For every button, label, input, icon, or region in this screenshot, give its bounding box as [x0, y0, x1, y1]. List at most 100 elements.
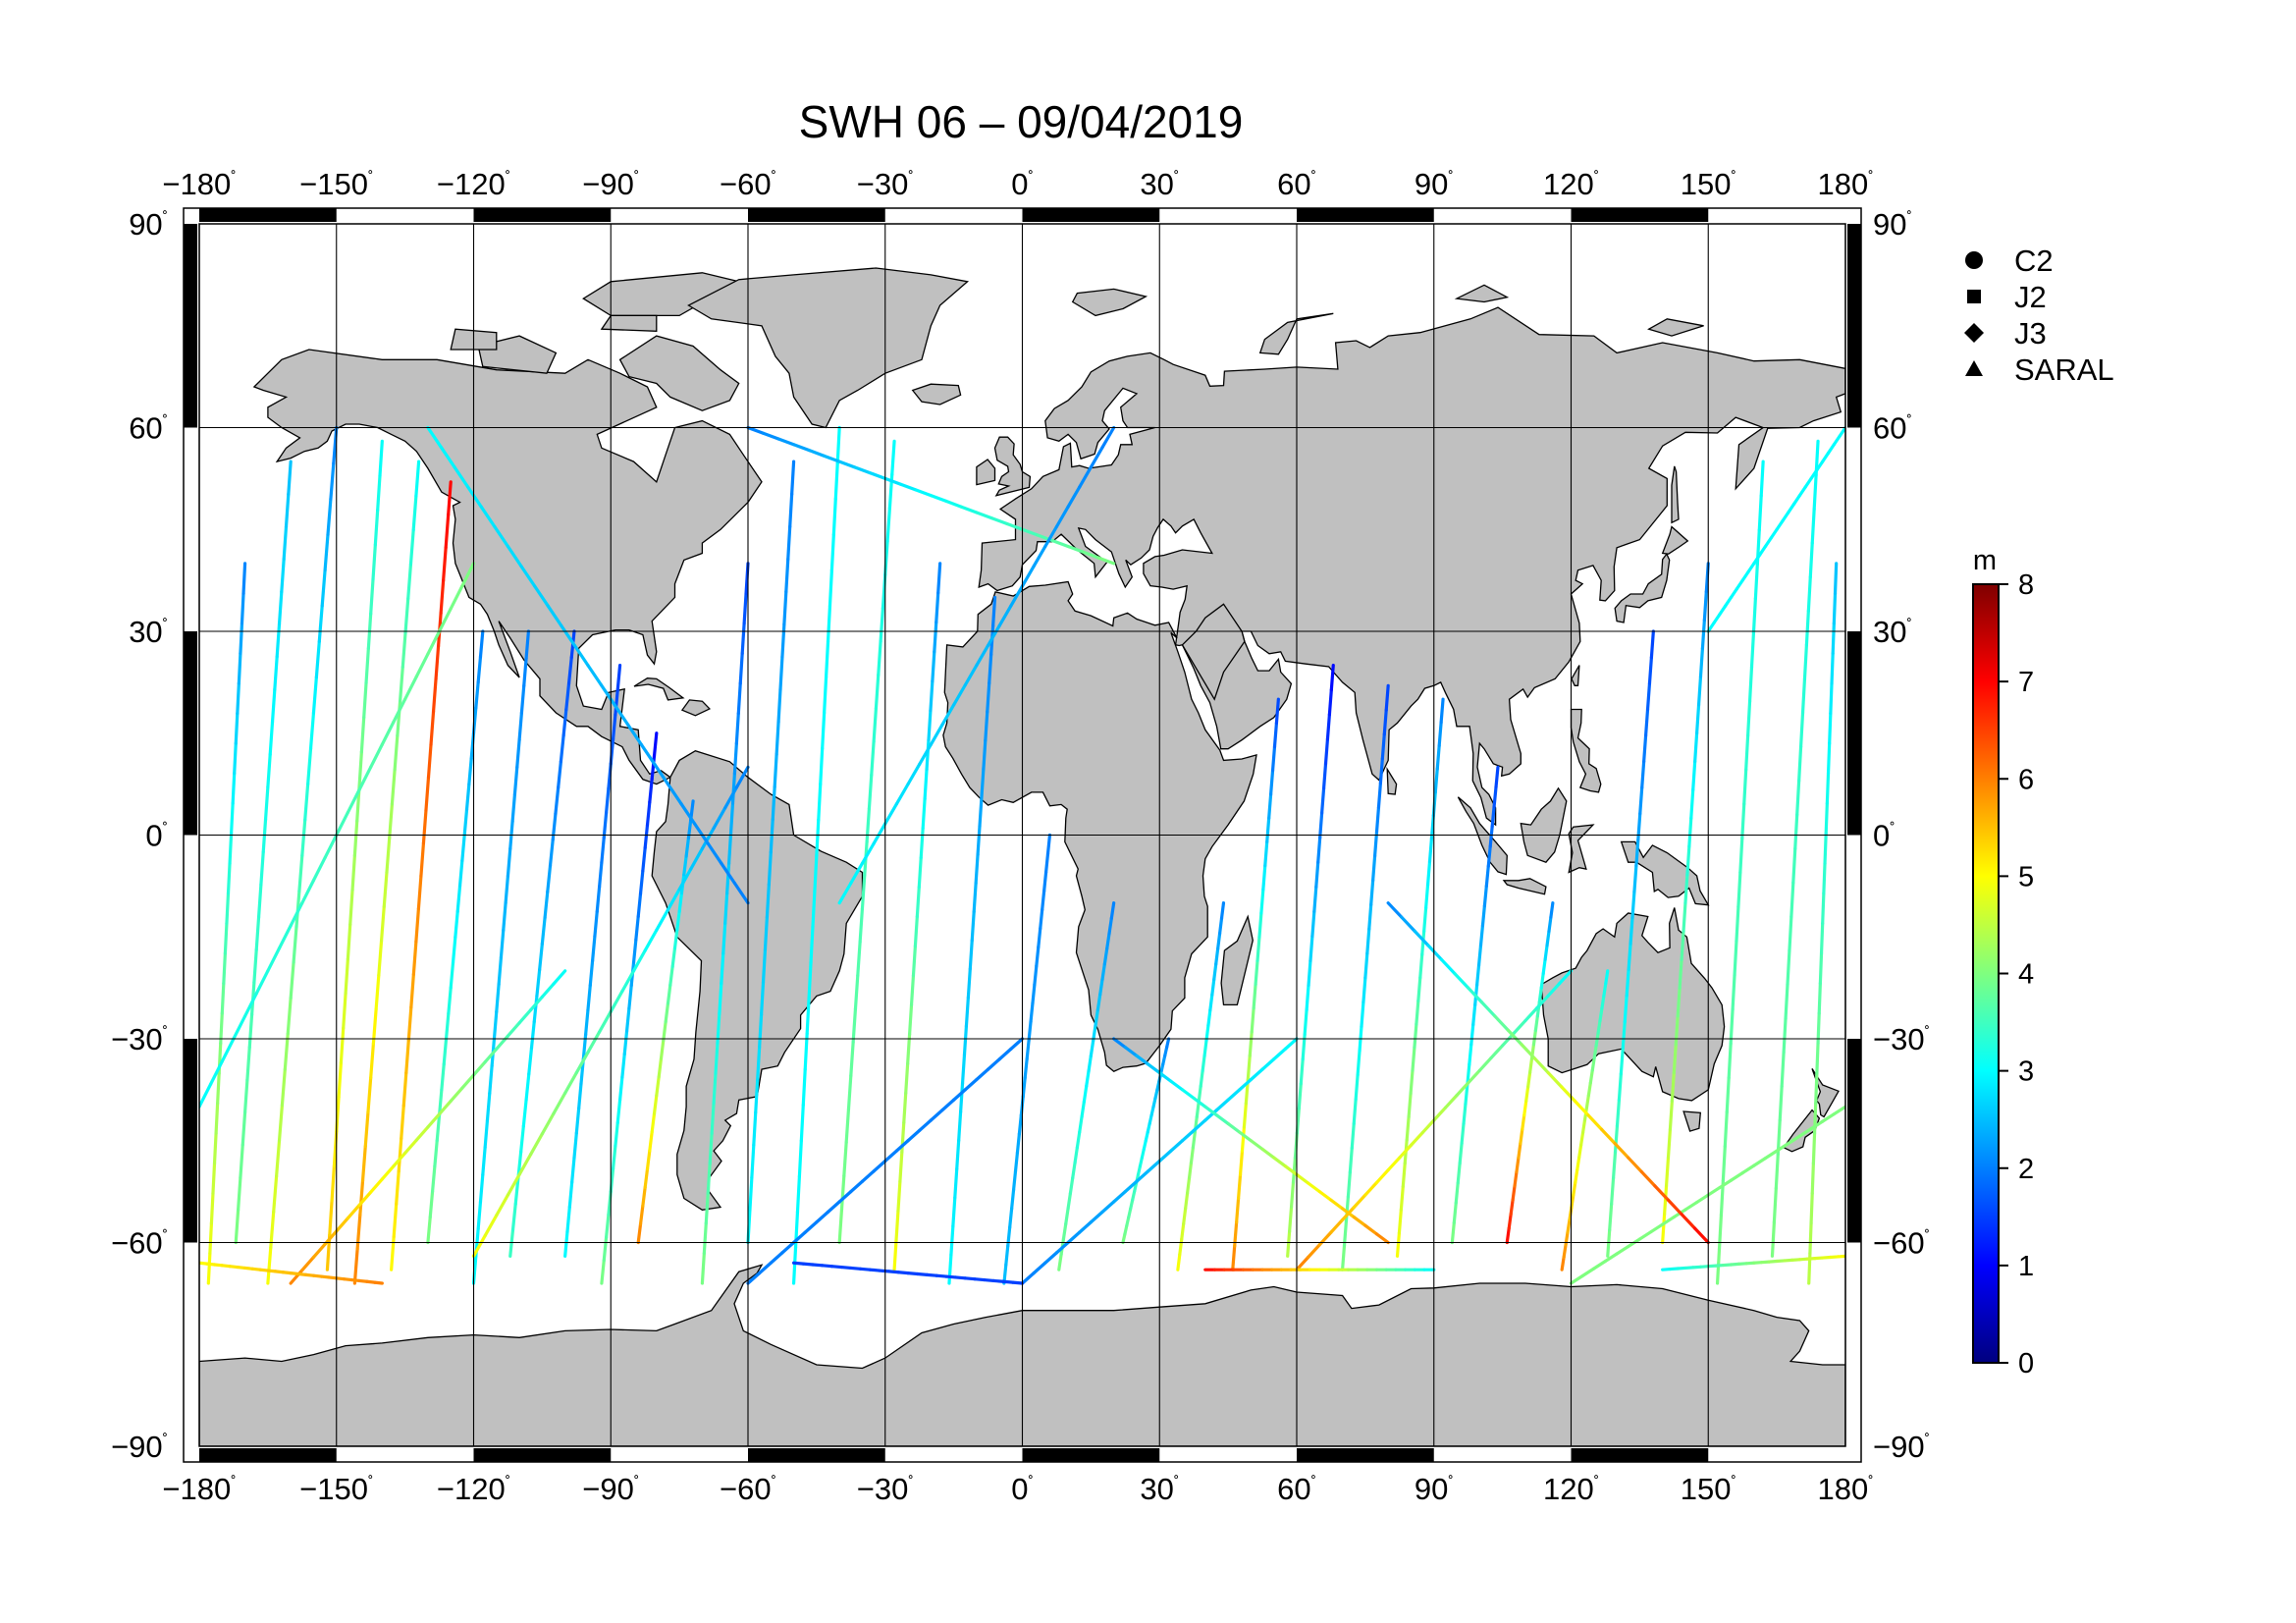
- track-segment: [1371, 854, 1377, 883]
- track-segment: [506, 846, 512, 878]
- track-segment: [552, 969, 567, 986]
- track-segment: [726, 832, 733, 865]
- track-segment: [1802, 643, 1809, 681]
- track-segment: [1781, 511, 1790, 523]
- track-segment: [782, 590, 788, 626]
- track-segment: [1286, 1229, 1292, 1258]
- track-segment: [283, 1032, 290, 1071]
- track-segment: [963, 1077, 979, 1092]
- track-segment: [284, 492, 291, 528]
- track-segment: [1025, 1039, 1031, 1061]
- track-segment: [1642, 733, 1648, 764]
- track-segment: [1627, 1156, 1643, 1174]
- track-segment: [369, 742, 384, 769]
- track-segment: [379, 904, 386, 943]
- track-segment: [512, 765, 519, 796]
- track-segment: [1191, 1130, 1197, 1150]
- track-segment: [918, 1118, 933, 1132]
- track-segment: [1182, 1207, 1188, 1226]
- track-segment: [209, 1059, 224, 1086]
- track-segment: [1329, 663, 1335, 692]
- track-segment: [449, 584, 464, 611]
- track-segment: [821, 711, 827, 750]
- track-segment: [1832, 434, 1842, 447]
- track-segment: [756, 1046, 762, 1082]
- track-segment: [1797, 485, 1807, 498]
- track-segment: [546, 864, 553, 893]
- track-segment: [1480, 903, 1486, 928]
- track-segment: [1680, 1213, 1697, 1230]
- track-segment: [1397, 1208, 1403, 1235]
- track-segment: [1634, 838, 1640, 868]
- track-segment: [997, 1047, 1013, 1061]
- track-segment: [1237, 1172, 1243, 1201]
- track-segment: [1147, 1159, 1161, 1173]
- land-java: [1502, 878, 1547, 895]
- track-segment: [447, 480, 453, 516]
- track-segment: [335, 1217, 349, 1233]
- track-segment: [1467, 986, 1483, 1004]
- track-segment: [835, 425, 841, 465]
- track-segment: [614, 688, 619, 717]
- track-segment: [239, 1143, 244, 1179]
- track-segment: [1527, 1056, 1534, 1075]
- track-segment: [1543, 944, 1549, 961]
- track-segment: [330, 1164, 337, 1203]
- track-segment: [357, 1190, 373, 1208]
- track-segment: [929, 1109, 944, 1122]
- track-segment: [414, 1125, 430, 1142]
- track-segment: [934, 591, 940, 624]
- track-segment: [535, 968, 542, 998]
- track-segment: [1259, 888, 1265, 915]
- track-segment: [1214, 1098, 1230, 1112]
- track-segment: [314, 639, 321, 679]
- track-segment: [1210, 977, 1216, 997]
- track-segment: [266, 1246, 273, 1285]
- track-segment: [460, 833, 466, 863]
- track-segment: [885, 506, 892, 543]
- track-segment: [799, 1103, 805, 1143]
- track-segment: [1586, 1081, 1592, 1098]
- track-segment: [1078, 1220, 1093, 1234]
- track-segment: [342, 992, 347, 1030]
- track-segment: [913, 914, 919, 948]
- track-segment: [791, 1261, 805, 1266]
- track-segment: [521, 1098, 528, 1128]
- satellite-track: [508, 629, 576, 1258]
- track-segment: [1380, 732, 1386, 761]
- track-segment: [1803, 476, 1813, 489]
- track-segment: [986, 681, 991, 714]
- track-segment: [1254, 958, 1259, 987]
- track-segment: [1625, 968, 1630, 998]
- track-segment: [786, 524, 792, 562]
- track-segment: [849, 1266, 863, 1271]
- track-segment: [1702, 590, 1708, 622]
- track-segment: [641, 845, 647, 873]
- track-segment: [790, 460, 796, 496]
- track-segment: [1645, 681, 1652, 712]
- track-segment: [1384, 683, 1390, 712]
- track-segment: [471, 1060, 487, 1077]
- track-segment: [925, 1272, 938, 1277]
- track-segment: [411, 940, 418, 976]
- track-segment: [1549, 901, 1555, 919]
- land-hispaniola: [680, 699, 711, 717]
- track-segment: [844, 1107, 851, 1145]
- track-segment: [746, 425, 766, 435]
- satellite-track: [1450, 765, 1500, 1245]
- track-segment: [247, 1012, 254, 1050]
- track-segment: [382, 870, 389, 909]
- colorbar-gradient: [1972, 583, 2000, 1364]
- satellite-track: [837, 439, 896, 1245]
- track-segment: [1562, 1243, 1568, 1260]
- track-segment: [780, 622, 786, 659]
- track-segment: [234, 1208, 240, 1245]
- track-segment: [380, 720, 396, 746]
- track-segment: [406, 563, 413, 601]
- track-segment: [1356, 1049, 1362, 1077]
- track-segment: [467, 757, 473, 786]
- track-segment: [433, 1139, 439, 1168]
- track-segment: [736, 681, 742, 716]
- track-segment: [269, 1210, 276, 1250]
